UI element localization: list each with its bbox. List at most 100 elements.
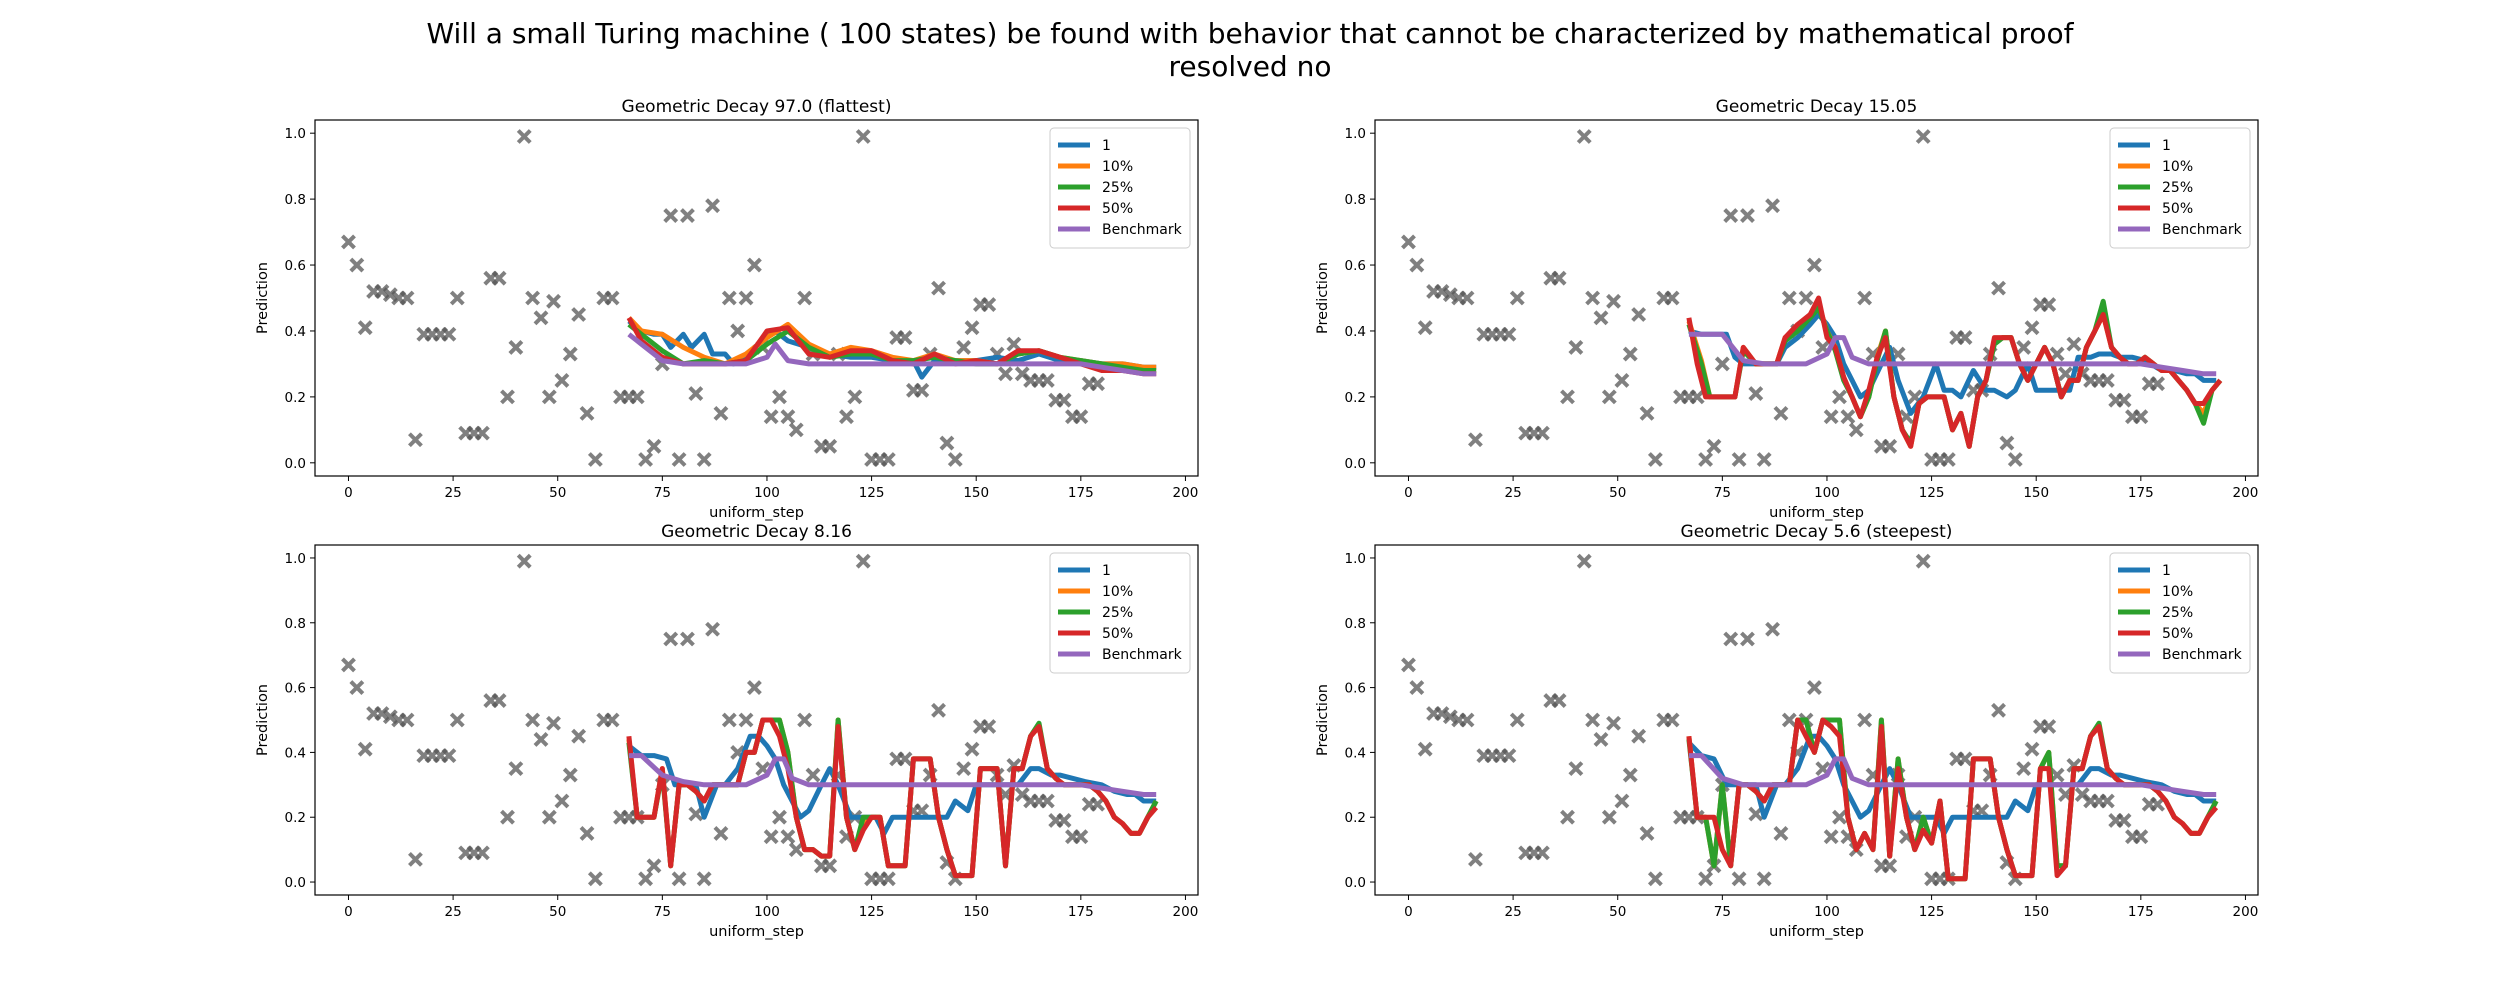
scatter-point: [2066, 336, 2082, 352]
scatter-point: [721, 290, 737, 306]
x-tick-label: 100: [1814, 485, 1840, 501]
x-tick-label: 125: [859, 485, 885, 501]
legend-label: Benchmark: [2162, 222, 2243, 238]
y-tick-label: 0.0: [285, 456, 306, 472]
scatter-point: [1442, 709, 1458, 725]
scatter-point: [349, 257, 365, 273]
scatter-point: [1840, 409, 1856, 425]
scatter-point: [1664, 712, 1680, 728]
scatter-point: [516, 553, 532, 569]
x-axis-label: uniform_step: [1769, 924, 1864, 940]
scatter-point: [604, 290, 620, 306]
scatter-point: [1915, 553, 1931, 569]
y-axis-label: Prediction: [1315, 684, 1331, 756]
scatter-point: [1823, 829, 1839, 845]
subplot-title: Geometric Decay 97.0 (flattest): [622, 97, 892, 117]
scatter-point: [897, 330, 913, 345]
scatter-point: [981, 719, 997, 734]
scatter-point: [500, 809, 515, 825]
legend-label: 50%: [2162, 626, 2193, 642]
scatter-point: [1631, 728, 1647, 744]
subplot-title: Geometric Decay 8.16: [661, 522, 852, 542]
scatter-point: [1714, 356, 1730, 372]
x-tick-label: 0: [344, 485, 353, 501]
scatter-point: [931, 702, 946, 718]
scatter-point: [680, 631, 695, 647]
y-tick-label: 0.2: [1345, 810, 1366, 826]
scatter-point: [939, 435, 955, 451]
x-tick-label: 175: [1068, 485, 1094, 501]
scatter-points: [1401, 129, 2165, 467]
x-tick-label: 200: [2233, 485, 2259, 501]
scatter-point: [1740, 208, 1755, 224]
legend-box: [2109, 552, 2251, 674]
legend-label: Benchmark: [2162, 647, 2243, 663]
y-tick-label: 0.2: [285, 810, 306, 826]
scatter-point: [1614, 793, 1630, 809]
y-axis-label: Prediction: [255, 262, 271, 334]
scatter-point: [847, 389, 863, 405]
scatter-point: [1664, 290, 1680, 306]
scatter-point: [1417, 320, 1433, 336]
x-tick-label: 50: [1609, 485, 1626, 501]
scatter-point: [516, 129, 532, 144]
scatter-point: [1957, 751, 1973, 767]
y-tick-label: 0.2: [1345, 390, 1366, 406]
x-tick-label: 25: [445, 904, 462, 920]
subplot-2: Geometric Decay 15.05 0 25 50 75 100 125 150 175…: [1315, 97, 2259, 521]
x-tick-label: 200: [1173, 485, 1199, 501]
legend: 1 10% 25% 50% Benchmark: [1049, 127, 1191, 249]
legend-label: 1: [2162, 138, 2171, 154]
scatter-point: [1501, 326, 1517, 342]
scatter-point: [554, 372, 570, 388]
series-line-benchmark: [1688, 331, 2217, 377]
scatter-point: [746, 680, 762, 696]
series-line-benchmark: [627, 332, 1157, 377]
scatter-point: [1551, 270, 1567, 286]
legend-label: 25%: [1102, 605, 1133, 621]
scatter-point: [738, 290, 754, 306]
scatter-point: [855, 553, 871, 569]
scatter-point: [931, 280, 946, 296]
scatter-point: [2116, 392, 2132, 408]
scatter-point: [525, 290, 541, 306]
scatter-point: [579, 826, 595, 841]
scatter-point: [374, 283, 390, 299]
scatter-point: [1756, 871, 1772, 887]
scatter-point: [1401, 234, 1416, 250]
scatter-point: [1740, 631, 1755, 647]
scatter-point: [1748, 386, 1764, 402]
x-tick-label: 150: [963, 485, 989, 501]
scatter-point: [2099, 372, 2115, 388]
series-line-benchmark: [628, 753, 1157, 797]
x-axis-label: uniform_step: [709, 505, 804, 521]
scatter-point: [1056, 813, 1072, 828]
scatter-point: [1940, 452, 1956, 467]
scatter-point: [1765, 198, 1780, 214]
scatter-point: [441, 748, 457, 764]
y-tick-label: 0.6: [1345, 258, 1366, 274]
scatter-point: [763, 829, 779, 845]
scatter-point: [822, 438, 838, 454]
scatter-point: [839, 409, 854, 425]
scatter-point: [2133, 409, 2149, 425]
scatter-point: [721, 712, 737, 728]
scatter-point: [1999, 435, 2015, 451]
scatter-point: [1509, 712, 1525, 728]
subplot-1: Geometric Decay 97.0 (flattest)0 25 50 75 10…: [255, 97, 1199, 521]
scatter-point: [880, 871, 896, 887]
scatter-point: [1560, 809, 1575, 825]
scatter-point: [1781, 290, 1797, 306]
x-axis-label: uniform_step: [1769, 505, 1864, 521]
scatter-point: [562, 767, 578, 783]
scatter-point: [1631, 307, 1647, 322]
scatter-point: [638, 452, 654, 467]
x-tick-label: 125: [1919, 904, 1945, 920]
scatter-point: [541, 809, 557, 825]
x-tick-label: 100: [754, 904, 780, 920]
scatter-point: [2150, 796, 2165, 812]
scatter-point: [880, 452, 896, 467]
scatter-point: [1459, 712, 1475, 728]
scatter-point: [1039, 372, 1055, 388]
scatter-point: [1593, 732, 1609, 747]
